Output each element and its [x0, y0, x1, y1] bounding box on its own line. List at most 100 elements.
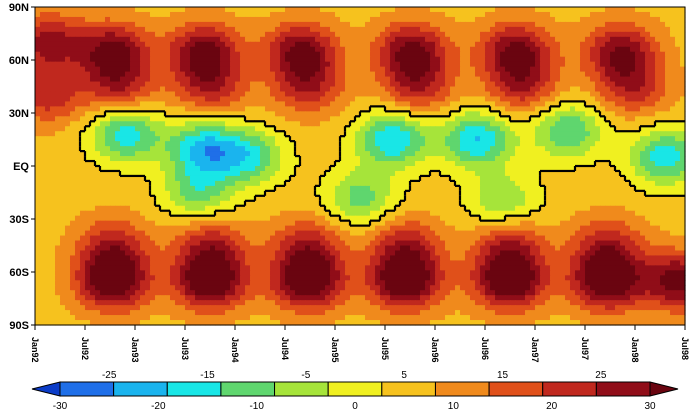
field-cell — [70, 56, 76, 63]
field-cell — [80, 76, 86, 83]
field-cell — [335, 36, 341, 43]
field-cell — [385, 141, 391, 147]
field-cell — [115, 190, 121, 197]
field-cell — [505, 166, 511, 172]
field-cell — [625, 46, 631, 53]
field-cell — [565, 86, 571, 93]
field-cell — [45, 61, 51, 68]
field-cell — [680, 116, 686, 122]
field-cell — [250, 81, 256, 88]
field-cell — [475, 121, 481, 127]
field-cell — [525, 146, 531, 152]
field-cell — [520, 7, 526, 13]
field-cell — [165, 111, 171, 117]
field-cell — [410, 156, 416, 162]
field-cell — [80, 61, 86, 68]
field-cell — [200, 91, 206, 98]
field-cell — [125, 151, 131, 157]
field-cell — [265, 121, 271, 127]
field-cell — [555, 21, 561, 28]
field-cell — [390, 175, 396, 182]
field-cell — [565, 71, 571, 78]
field-cell — [180, 146, 186, 152]
field-cell — [500, 166, 506, 172]
field-cell — [605, 66, 611, 73]
field-cell — [295, 146, 301, 152]
field-cell — [125, 116, 131, 122]
field-cell — [235, 61, 241, 68]
field-cell — [515, 161, 521, 167]
field-cell — [350, 166, 356, 172]
field-cell — [325, 156, 331, 162]
field-cell — [435, 161, 441, 167]
field-cell — [185, 156, 191, 162]
field-cell — [205, 41, 211, 48]
field-cell — [300, 131, 306, 137]
field-cell — [190, 195, 196, 202]
field-cell — [115, 7, 121, 13]
field-cell — [320, 126, 326, 132]
field-cell — [530, 166, 536, 172]
field-cell — [55, 131, 61, 137]
field-cell — [635, 175, 641, 182]
field-cell — [145, 151, 151, 157]
field-cell — [675, 166, 681, 172]
field-cell — [425, 116, 431, 122]
field-cell — [245, 76, 251, 83]
field-cell — [105, 66, 111, 73]
field-cell — [175, 71, 181, 78]
field-cell — [215, 91, 221, 98]
field-cell — [260, 86, 266, 93]
field-cell — [625, 136, 631, 142]
field-cell — [170, 141, 176, 147]
field-cell — [40, 96, 46, 103]
field-cell — [250, 56, 256, 63]
field-cell — [350, 61, 356, 68]
field-cell — [670, 61, 676, 68]
field-cell — [200, 101, 206, 107]
field-cell — [470, 116, 476, 122]
field-cell — [255, 161, 261, 167]
field-cell — [95, 56, 101, 63]
field-cell — [630, 185, 636, 192]
field-cell — [395, 170, 401, 177]
field-cell — [140, 170, 146, 177]
field-cell — [380, 121, 386, 127]
field-cell — [120, 11, 126, 18]
field-cell — [220, 126, 226, 132]
field-cell — [540, 96, 546, 103]
field-cell — [170, 131, 176, 137]
field-cell — [480, 131, 486, 137]
field-cell — [220, 101, 226, 107]
field-cell — [240, 96, 246, 103]
field-cell — [345, 106, 351, 112]
field-cell — [475, 141, 481, 147]
field-cell — [275, 7, 281, 13]
field-cell — [675, 81, 681, 88]
field-cell — [115, 121, 121, 127]
field-cell — [195, 51, 201, 58]
field-cell — [75, 161, 81, 167]
field-cell — [245, 126, 251, 132]
field-cell — [355, 146, 361, 152]
field-cell — [510, 76, 516, 83]
field-cell — [670, 26, 676, 33]
field-cell — [380, 131, 386, 137]
field-cell — [590, 71, 596, 78]
field-cell — [90, 170, 96, 177]
field-cell — [225, 170, 231, 177]
field-cell — [630, 106, 636, 112]
field-cell — [610, 151, 616, 157]
field-cell — [430, 101, 436, 107]
field-cell — [110, 111, 116, 117]
field-cell — [195, 175, 201, 182]
field-cell — [570, 66, 576, 73]
field-cell — [650, 61, 656, 68]
field-cell — [595, 151, 601, 157]
field-cell — [590, 7, 596, 13]
field-cell — [625, 16, 631, 23]
field-cell — [415, 146, 421, 152]
field-cell — [55, 126, 61, 132]
field-cell — [230, 96, 236, 103]
field-cell — [650, 21, 656, 28]
